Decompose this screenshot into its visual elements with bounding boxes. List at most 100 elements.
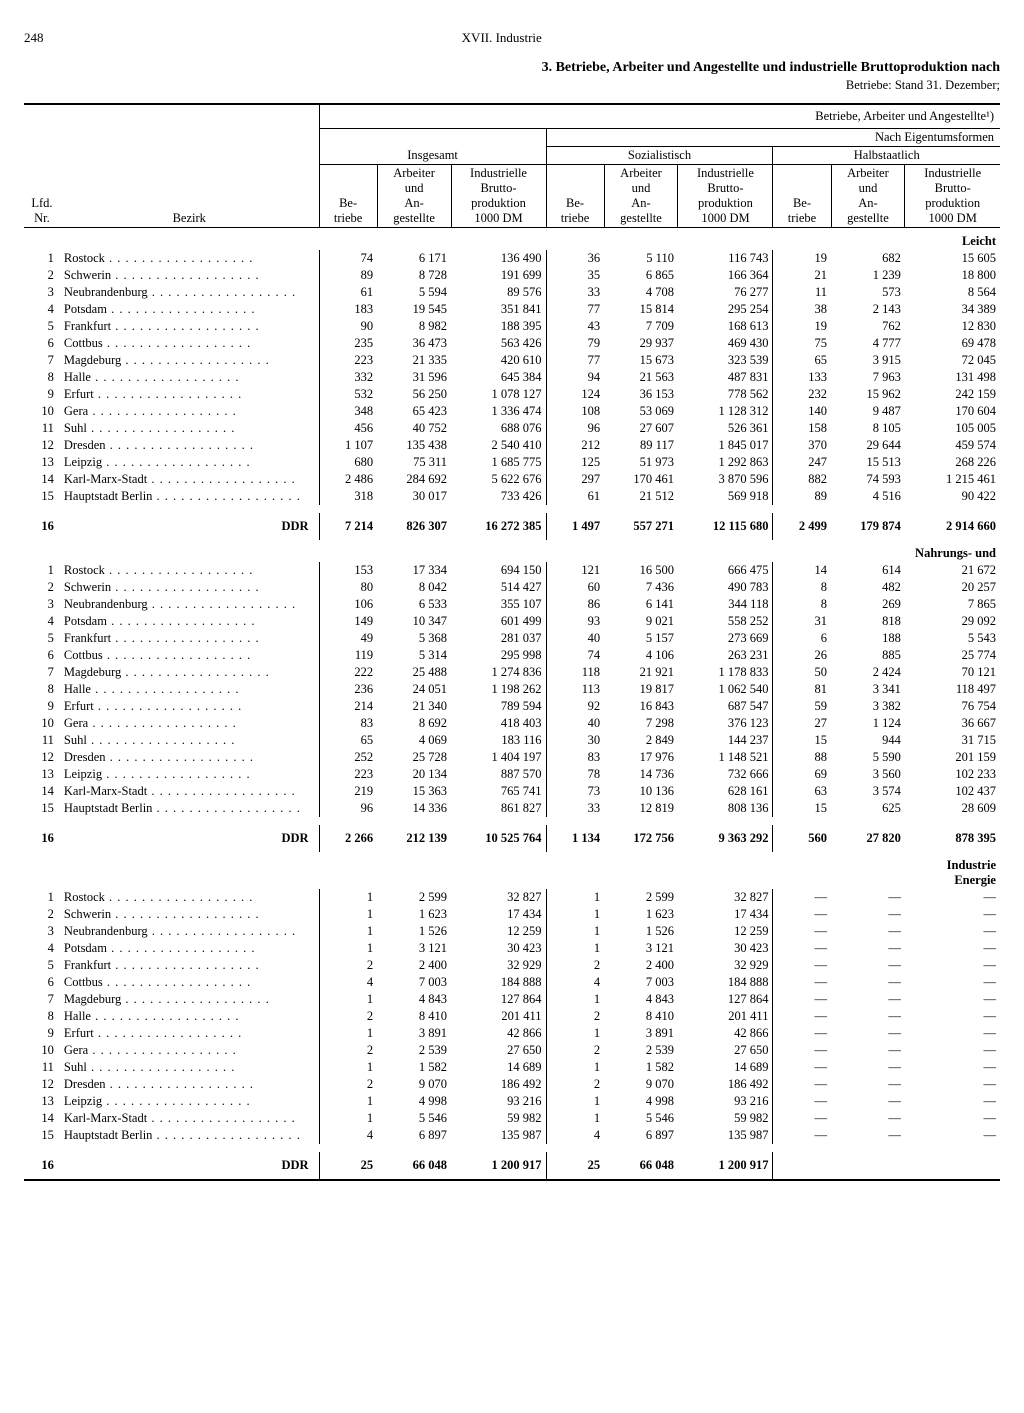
table-cell: 144 237 (678, 732, 773, 749)
table-row: 3Neubrandenburg1066 533355 107866 141344… (24, 596, 1000, 613)
table-cell: 17 334 (377, 562, 451, 579)
table-cell: 65 (773, 352, 831, 369)
table-cell: 4 516 (831, 488, 905, 505)
table-cell: 680 (319, 454, 377, 471)
table-cell: 179 874 (831, 513, 905, 540)
table-row: 15Hauptstadt Berlin31830 017733 4266121 … (24, 488, 1000, 505)
table-cell: 93 216 (451, 1093, 546, 1110)
table-cell: 5 314 (377, 647, 451, 664)
table-cell: 1 (319, 1059, 377, 1076)
table-cell: 77 (546, 301, 604, 318)
table-cell: 5 110 (604, 250, 678, 267)
table-cell: 20 134 (377, 766, 451, 783)
district-name: Magdeburg (60, 664, 319, 681)
table-cell: 19 817 (604, 681, 678, 698)
table-cell: 96 (319, 800, 377, 817)
table-cell: 140 (773, 403, 831, 420)
table-cell: 27 650 (451, 1042, 546, 1059)
table-cell: 1 107 (319, 437, 377, 454)
table-cell: 732 666 (678, 766, 773, 783)
table-cell: 4 (24, 940, 60, 957)
table-cell: 14 (24, 1110, 60, 1127)
table-cell: 76 754 (905, 698, 1000, 715)
table-row: 13Leipzig14 99893 21614 99893 216——— (24, 1093, 1000, 1110)
district-name: Karl-Marx-Stadt (60, 1110, 319, 1127)
table-cell: 21 921 (604, 664, 678, 681)
table-cell: 31 596 (377, 369, 451, 386)
table-row: 1Rostock12 59932 82712 59932 827——— (24, 889, 1000, 906)
table-cell: 19 (773, 318, 831, 335)
table-cell: 56 250 (377, 386, 451, 403)
table-row: 3Neubrandenburg11 52612 25911 52612 259—… (24, 923, 1000, 940)
table-cell: 88 (773, 749, 831, 766)
district-name: Karl-Marx-Stadt (60, 471, 319, 488)
table-cell: 247 (773, 454, 831, 471)
table-cell: 7 298 (604, 715, 678, 732)
table-cell: 376 123 (678, 715, 773, 732)
group-soz: Sozialistisch (546, 147, 773, 165)
table-row: 12Dresden1 107135 4382 540 41021289 1171… (24, 437, 1000, 454)
table-cell: 1 (319, 1025, 377, 1042)
table-cell: 16 (24, 1152, 60, 1180)
table-cell: 12 819 (604, 800, 678, 817)
table-cell: 36 473 (377, 335, 451, 352)
table-cell: 1 623 (377, 906, 451, 923)
table-cell: 8 (24, 1008, 60, 1025)
table-cell: 27 650 (678, 1042, 773, 1059)
table-cell: 73 (546, 783, 604, 800)
table-cell: 4 (319, 974, 377, 991)
table-cell: — (831, 1076, 905, 1093)
table-cell: — (831, 1093, 905, 1110)
table-row: 7Magdeburg14 843127 86414 843127 864——— (24, 991, 1000, 1008)
table-cell: 3 560 (831, 766, 905, 783)
table-cell: 573 (831, 284, 905, 301)
district-name: Cottbus (60, 647, 319, 664)
table-cell: 5 157 (604, 630, 678, 647)
table-cell: 526 361 (678, 420, 773, 437)
table-cell: 24 051 (377, 681, 451, 698)
table-cell: 1 (319, 1093, 377, 1110)
table-cell: 1 148 521 (678, 749, 773, 766)
district-name: Halle (60, 1008, 319, 1025)
table-cell: 762 (831, 318, 905, 335)
district-name: Gera (60, 403, 319, 420)
table-cell: 4 (319, 1127, 377, 1144)
table-cell: 2 599 (604, 889, 678, 906)
table-cell (831, 1152, 905, 1180)
table-cell: 1 582 (604, 1059, 678, 1076)
table-cell: 12 (24, 437, 60, 454)
table-cell: 687 547 (678, 698, 773, 715)
table-cell: 6 897 (604, 1127, 678, 1144)
table-cell: 7 (24, 991, 60, 1008)
table-row: 7Magdeburg22321 335420 6107715 673323 53… (24, 352, 1000, 369)
table-cell: — (773, 957, 831, 974)
table-cell: — (773, 1127, 831, 1144)
table-cell: 7 003 (604, 974, 678, 991)
district-name: Cottbus (60, 335, 319, 352)
table-cell: 2 (319, 957, 377, 974)
table-cell: 1 274 836 (451, 664, 546, 681)
table-cell: 76 277 (678, 284, 773, 301)
table-row: 14Karl-Marx-Stadt21915 363765 7417310 13… (24, 783, 1000, 800)
table-cell: 77 (546, 352, 604, 369)
table-cell: 4 777 (831, 335, 905, 352)
table-cell: 6 533 (377, 596, 451, 613)
table-cell: 666 475 (678, 562, 773, 579)
table-cell: 1 (319, 1110, 377, 1127)
table-cell: 21 672 (905, 562, 1000, 579)
table-row: 1Rostock746 171136 490365 110116 7431968… (24, 250, 1000, 267)
table-cell: 1 (319, 889, 377, 906)
table-row: 5Frankfurt22 40032 92922 40032 929——— (24, 957, 1000, 974)
table-cell: 2 (546, 1042, 604, 1059)
table-cell: 86 (546, 596, 604, 613)
table-cell: 118 (546, 664, 604, 681)
table-cell: 29 644 (831, 437, 905, 454)
table-cell: 135 438 (377, 437, 451, 454)
table-row: 6Cottbus1195 314295 998744 106263 231268… (24, 647, 1000, 664)
table-cell: 70 121 (905, 664, 1000, 681)
table-cell: 295 998 (451, 647, 546, 664)
table-cell: 66 048 (377, 1152, 451, 1180)
table-cell: 40 752 (377, 420, 451, 437)
table-cell: 7 (24, 664, 60, 681)
table-cell: 12 115 680 (678, 513, 773, 540)
